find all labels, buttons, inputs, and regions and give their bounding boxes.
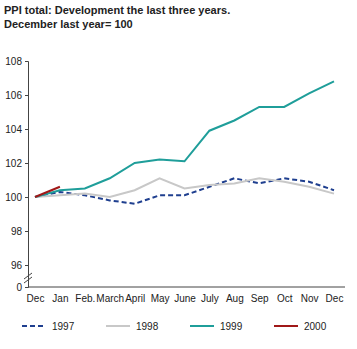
y-tick-label: 108 xyxy=(5,56,22,67)
y-axis: 0 96 98 100 102 104 106 108 xyxy=(5,56,28,293)
series-line xyxy=(35,178,334,204)
x-axis-line xyxy=(28,287,345,288)
x-tick: April xyxy=(125,287,145,304)
y-tick-label: 106 xyxy=(5,90,22,101)
legend-item: 1999 xyxy=(190,321,243,332)
legend-swatch xyxy=(190,325,214,327)
y-tick-mark xyxy=(25,129,28,130)
y-tick: 104 xyxy=(5,124,28,135)
x-tick: Dec xyxy=(27,287,45,304)
y-tick-mark xyxy=(25,197,28,198)
legend: 1997 1998 1999 2000 xyxy=(22,321,327,332)
y-tick: 108 xyxy=(5,56,28,67)
y-tick: 102 xyxy=(5,158,28,169)
x-tick-label: Feb. xyxy=(75,293,95,304)
y-tick-label: 100 xyxy=(5,192,22,203)
y-tick-mark xyxy=(25,287,28,288)
legend-swatch xyxy=(22,325,46,327)
x-tick-label: Aug xyxy=(226,293,244,304)
chart: PPI total: Development the last three ye… xyxy=(0,0,357,349)
x-tick: May xyxy=(151,287,170,304)
y-tick-mark xyxy=(25,163,28,164)
y-tick-label: 104 xyxy=(5,124,22,135)
x-tick: Aug xyxy=(226,287,244,304)
legend-swatch xyxy=(274,325,298,327)
x-tick: June xyxy=(174,287,196,304)
x-tick: Nov xyxy=(301,287,319,304)
y-tick-label: 102 xyxy=(5,158,22,169)
y-tick-mark xyxy=(25,61,28,62)
legend-item: 1998 xyxy=(106,321,159,332)
x-tick-label: June xyxy=(174,293,196,304)
y-tick: 0 xyxy=(16,282,28,293)
legend-item: 1997 xyxy=(22,321,75,332)
legend-swatch xyxy=(106,325,130,327)
x-tick-label: Dec xyxy=(326,293,344,304)
legend-item: 2000 xyxy=(274,321,327,332)
y-tick-label: 0 xyxy=(16,282,22,293)
x-tick-label: Jan xyxy=(52,293,68,304)
legend-label: 1998 xyxy=(136,321,159,332)
title: PPI total: Development the last three ye… xyxy=(4,4,230,16)
x-tick-label: July xyxy=(201,293,219,304)
y-tick: 96 xyxy=(11,260,28,271)
y-tick-label: 98 xyxy=(11,226,23,237)
x-tick-label: Nov xyxy=(301,293,319,304)
x-tick-label: May xyxy=(151,293,170,304)
y-tick-mark xyxy=(25,265,28,266)
y-tick: 100 xyxy=(5,192,28,203)
x-tick: Jan xyxy=(52,287,68,304)
y-tick-label: 96 xyxy=(11,260,23,271)
legend-label: 1997 xyxy=(52,321,75,332)
x-tick: Oct xyxy=(277,287,293,304)
x-tick-label: April xyxy=(125,293,145,304)
x-tick: Sep xyxy=(251,287,269,304)
x-tick-label: March xyxy=(96,293,124,304)
plot-area xyxy=(35,81,334,203)
y-tick-mark xyxy=(25,231,28,232)
legend-label: 1999 xyxy=(220,321,243,332)
y-axis-line xyxy=(25,62,29,288)
x-tick: Feb. xyxy=(75,287,95,304)
axis-break xyxy=(24,277,32,283)
subtitle: December last year= 100 xyxy=(4,18,133,30)
x-tick: July xyxy=(201,287,219,304)
legend-label: 2000 xyxy=(304,321,327,332)
y-tick: 106 xyxy=(5,90,28,101)
y-tick: 98 xyxy=(11,226,28,237)
x-tick-label: Dec xyxy=(27,293,45,304)
series-line xyxy=(35,187,60,197)
series-line xyxy=(35,178,334,197)
x-tick: March xyxy=(96,287,124,304)
x-tick: Dec xyxy=(326,287,344,304)
y-tick-mark xyxy=(25,95,28,96)
x-tick-label: Sep xyxy=(251,293,269,304)
x-tick-label: Oct xyxy=(277,293,293,304)
series-line xyxy=(35,81,334,197)
x-axis: Dec Jan Feb.MarchApril May June July Aug Sep Oct… xyxy=(27,287,345,304)
